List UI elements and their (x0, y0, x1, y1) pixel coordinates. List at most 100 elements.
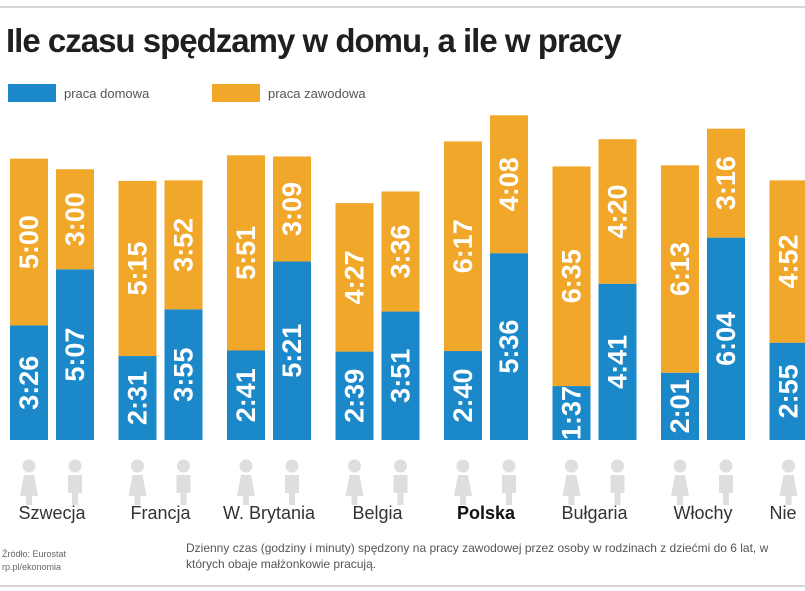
bar-home-6-1 (707, 237, 745, 440)
legend-swatch-home (8, 84, 56, 102)
country-label-1: Francja (130, 503, 191, 523)
bar-work-5-1 (598, 139, 637, 284)
person-head-0-1 (68, 459, 82, 473)
bar-work-3-1 (381, 191, 420, 312)
country-label-7: Nie (770, 503, 797, 523)
person-head-4-0 (456, 459, 470, 473)
bar-home-4-0 (444, 351, 482, 440)
person-head-5-1 (611, 459, 624, 473)
bar-home-5-1 (598, 283, 637, 440)
bar-home-3-0 (335, 351, 374, 440)
person-icon-4-0 (454, 475, 472, 505)
bar-label-work-1-1: 3:52 (169, 218, 199, 272)
bar-home-5-0 (552, 386, 591, 440)
legend-label-home: praca domowa (64, 85, 150, 101)
person-icon-4-1 (502, 475, 516, 505)
bar-work-1-0 (118, 180, 157, 357)
person-icon-2-1 (285, 475, 299, 505)
person-icon-3-0 (345, 475, 364, 505)
person-head-6-1 (719, 459, 733, 473)
person-head-1-1 (177, 459, 190, 473)
bar-label-work-3-0: 4:27 (340, 250, 370, 304)
legend-swatch-work (212, 84, 260, 102)
person-head-3-1 (394, 459, 407, 473)
person-icon-7-0 (779, 475, 798, 505)
bar-label-home-4-0: 2:40 (448, 368, 478, 422)
country-label-5: Bułgaria (561, 503, 628, 523)
bar-label-home-6-0: 2:01 (665, 379, 695, 433)
bar-work-6-1 (707, 128, 745, 238)
bar-label-work-4-1: 4:08 (494, 157, 524, 211)
bar-home-0-1 (56, 269, 94, 440)
bar-work-4-0 (444, 141, 482, 352)
bar-work-3-0 (335, 203, 374, 352)
bar-work-2-1 (273, 156, 311, 262)
bar-label-home-0-0: 3:26 (14, 356, 44, 410)
person-head-7-0 (782, 459, 795, 473)
bar-label-work-5-1: 4:20 (603, 184, 633, 238)
bar-work-6-0 (661, 165, 699, 373)
bar-label-home-5-1: 4:41 (603, 335, 633, 389)
person-icon-5-1 (610, 475, 625, 505)
country-label-3: Belgia (352, 503, 403, 523)
chart-title: Ile czasu spędzamy w domu, a ile w pracy (6, 22, 622, 59)
person-head-2-1 (285, 459, 299, 473)
source-note: Źródło: Eurostat rp.pl/ekonomia (2, 549, 67, 572)
person-icon-0-1 (68, 475, 82, 505)
bar-label-work-3-1: 3:36 (386, 224, 416, 278)
bar-work-0-0 (10, 158, 48, 326)
person-icon-1-0 (128, 475, 147, 505)
bar-work-0-1 (56, 169, 94, 270)
bar-label-home-2-1: 5:21 (277, 324, 307, 378)
bar-label-home-4-1: 5:36 (494, 320, 524, 374)
person-head-5-0 (565, 459, 578, 473)
bar-label-home-3-0: 2:39 (340, 369, 370, 423)
bar-work-7-0 (769, 180, 805, 343)
bar-home-2-1 (273, 261, 311, 440)
person-icon-6-1 (719, 475, 733, 505)
country-label-4: Polska (457, 503, 516, 523)
bar-label-work-5-0: 6:35 (557, 249, 587, 303)
person-icon-6-0 (671, 475, 689, 505)
person-head-4-1 (502, 459, 516, 473)
country-label-6: Włochy (673, 503, 732, 523)
bar-home-0-0 (10, 325, 48, 440)
legend-item-home: praca domowa (8, 82, 149, 104)
bar-label-home-6-1: 6:04 (711, 312, 741, 366)
bar-label-work-2-0: 5:51 (231, 226, 261, 280)
bar-work-4-1 (490, 115, 528, 254)
bar-label-home-1-1: 3:55 (169, 348, 199, 402)
bar-label-work-4-0: 6:17 (448, 219, 478, 273)
bar-work-5-0 (552, 166, 591, 387)
person-head-3-0 (348, 459, 361, 473)
person-icon-5-0 (562, 475, 581, 505)
bar-label-home-7-0: 2:55 (774, 364, 804, 418)
country-label-2: W. Brytania (223, 503, 316, 523)
bar-label-work-1-0: 5:15 (123, 241, 153, 295)
person-head-2-0 (239, 459, 253, 473)
bar-home-1-0 (118, 356, 157, 440)
bar-label-work-7-0: 4:52 (774, 235, 804, 289)
bar-label-home-0-1: 5:07 (60, 328, 90, 382)
bar-label-work-0-0: 5:00 (14, 215, 44, 269)
bar-home-7-0 (769, 342, 805, 440)
footnote: Dzienny czas (godziny i minuty) spędzony… (186, 541, 769, 571)
country-label-0: Szwecja (18, 503, 86, 523)
bar-label-work-6-1: 3:16 (711, 156, 741, 210)
bar-home-2-0 (227, 350, 265, 440)
bar-work-1-1 (164, 180, 203, 310)
bar-label-home-3-1: 3:51 (386, 349, 416, 403)
bar-label-home-5-0: 1:37 (557, 386, 587, 440)
person-icon-3-1 (393, 475, 408, 505)
bar-home-4-1 (490, 253, 528, 440)
bar-label-work-6-0: 6:13 (665, 242, 695, 296)
bar-label-work-0-1: 3:00 (60, 192, 90, 246)
person-head-6-0 (673, 459, 687, 473)
person-head-1-0 (131, 459, 144, 473)
person-icon-1-1 (176, 475, 191, 505)
bar-label-home-2-0: 2:41 (231, 368, 261, 422)
legend-item-work: praca zawodowa (212, 82, 366, 104)
person-head-0-0 (22, 459, 36, 473)
bar-label-work-2-1: 3:09 (277, 182, 307, 236)
